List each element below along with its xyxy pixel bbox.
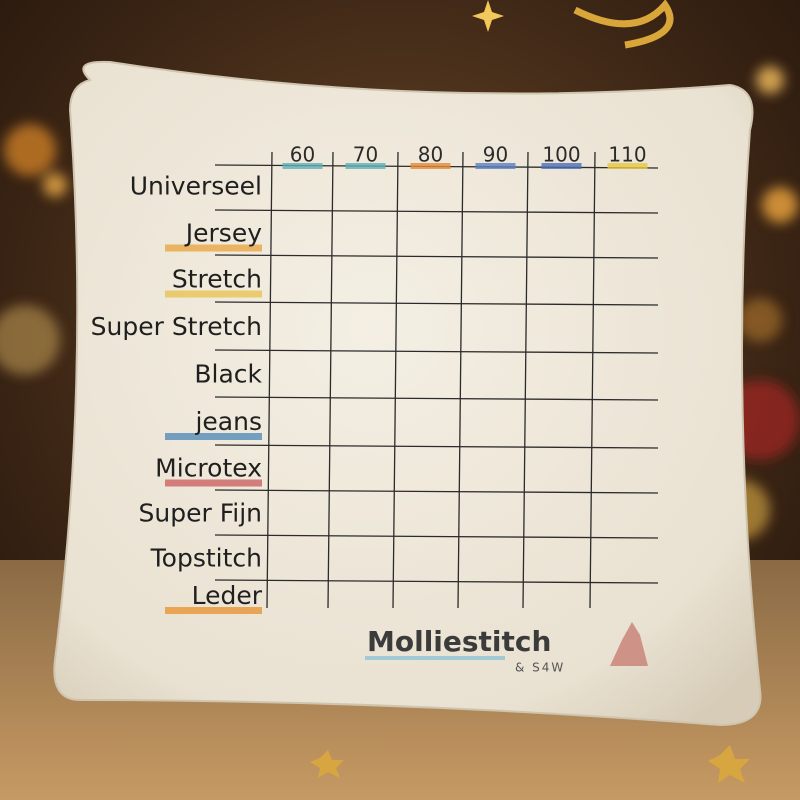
column-line <box>392 151 399 609</box>
logo-name: Molliestitch <box>367 625 551 658</box>
column-line <box>327 151 334 609</box>
column-header: 110 <box>608 143 646 167</box>
row-line <box>214 444 659 449</box>
column-header: 70 <box>353 143 378 167</box>
logo-sub: & S4W <box>515 661 565 675</box>
row-label: Black <box>194 360 262 389</box>
pillow <box>53 60 762 727</box>
label-highlight <box>165 479 262 487</box>
column-line <box>589 151 596 609</box>
label-highlight <box>165 244 262 252</box>
row-label: Super Fijn <box>139 499 263 528</box>
size-table: 60 70 80 90 100 110 Universeel Jersey Stretch Sup… <box>91 143 659 614</box>
row-line <box>214 209 659 214</box>
star <box>472 0 504 32</box>
header-highlight <box>410 163 451 169</box>
row-label: Jersey <box>184 219 262 248</box>
column-header: 100 <box>542 143 580 167</box>
row-label: Super Stretch <box>91 312 262 341</box>
row-line <box>214 301 659 306</box>
column-line <box>522 151 529 609</box>
header-highlight <box>541 163 582 169</box>
row-label: Topstitch <box>150 544 262 573</box>
column-header: 80 <box>418 143 443 167</box>
column-header: 90 <box>483 143 508 167</box>
row-label: Microtex <box>155 454 262 483</box>
row-label: jeans <box>194 407 262 436</box>
confetti-star <box>310 750 344 778</box>
label-highlight <box>165 290 262 298</box>
column-line <box>457 151 464 609</box>
header-highlight <box>345 163 386 169</box>
row-label: Leder <box>192 581 263 610</box>
column-header: 60 <box>290 143 315 167</box>
row-line <box>214 579 659 584</box>
row-line <box>214 349 659 354</box>
row-line <box>214 489 659 494</box>
row-line <box>214 254 659 259</box>
header-highlight <box>607 163 648 169</box>
confetti-star <box>708 745 750 783</box>
logo-underline <box>365 656 505 660</box>
header-highlight <box>282 163 323 169</box>
row-label: Universeel <box>130 172 262 201</box>
label-highlight <box>165 433 262 440</box>
logo-icon <box>610 622 648 666</box>
label-highlight <box>165 607 262 614</box>
column-line <box>266 151 273 609</box>
row-line <box>214 534 659 539</box>
header-highlight <box>475 163 516 169</box>
row-label: Stretch <box>172 265 262 294</box>
ribbon <box>573 0 674 49</box>
row-line <box>214 396 659 401</box>
